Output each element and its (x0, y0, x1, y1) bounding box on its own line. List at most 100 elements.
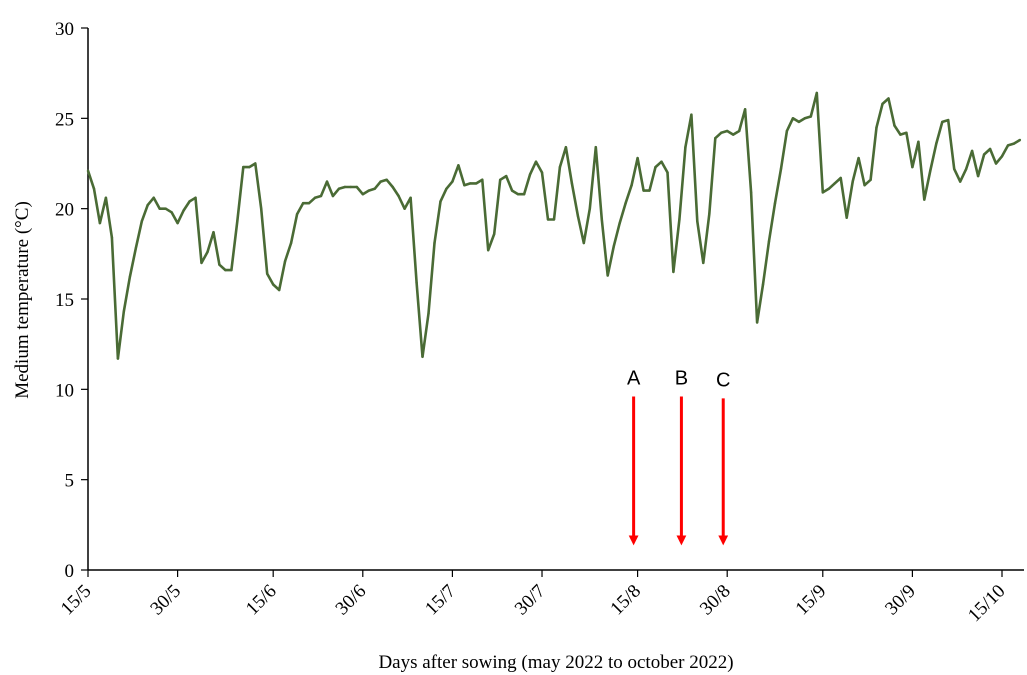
data-point (463, 184, 466, 187)
data-point (397, 194, 400, 198)
data-point (1012, 142, 1016, 145)
data-point (612, 245, 615, 248)
data-point (421, 355, 424, 358)
data-point (104, 196, 108, 199)
data-point (839, 176, 842, 180)
annotation-label-a: A (627, 368, 641, 390)
data-point (427, 312, 430, 315)
data-point (726, 129, 729, 133)
data-point (821, 191, 824, 194)
data-point (128, 276, 131, 279)
data-point (935, 142, 938, 145)
data-point (505, 174, 508, 178)
data-point (367, 189, 370, 192)
data-point (809, 115, 812, 118)
data-point (881, 102, 884, 106)
data-point (272, 283, 275, 286)
data-point (654, 165, 657, 169)
data-point (929, 169, 932, 172)
data-point (648, 189, 651, 192)
data-point (188, 200, 191, 203)
data-point (313, 196, 317, 199)
data-point (1000, 155, 1004, 158)
y-tick-label: 5 (65, 471, 75, 492)
data-point (546, 218, 550, 221)
data-point (749, 191, 753, 194)
data-point (887, 97, 890, 100)
data-point (254, 162, 257, 165)
data-point (833, 182, 836, 185)
data-point (493, 232, 496, 236)
data-point (122, 310, 126, 313)
data-point (487, 249, 490, 252)
y-tick-label: 25 (55, 109, 74, 130)
data-point (708, 212, 711, 216)
data-point (242, 165, 245, 169)
series-layer (86, 91, 1022, 360)
data-point (534, 160, 538, 163)
data-point (953, 167, 956, 171)
data-point (224, 268, 227, 272)
data-point (283, 259, 287, 263)
y-axis-ticks: 0 5 10 15 20 25 30 (55, 19, 88, 582)
data-point (98, 221, 102, 225)
data-point (917, 140, 920, 143)
data-point (146, 203, 149, 207)
data-point (481, 178, 484, 181)
data-point (982, 153, 986, 156)
data-point (158, 207, 161, 210)
data-point (170, 211, 173, 214)
data-point (743, 108, 747, 111)
data-point (194, 196, 197, 199)
annotation-label-b: B (675, 368, 688, 390)
data-point (624, 202, 627, 205)
data-point (110, 236, 114, 239)
data-point (522, 193, 526, 196)
data-point (911, 165, 914, 169)
x-tick-label: 30/8 (696, 581, 735, 620)
y-tick-label: 15 (55, 290, 74, 311)
x-tick-label: 15/7 (421, 581, 460, 620)
data-point (630, 184, 633, 187)
data-point (116, 357, 120, 360)
data-point (373, 187, 376, 190)
data-point (528, 173, 532, 176)
data-point (349, 185, 352, 189)
data-point (325, 180, 329, 183)
data-point (827, 187, 830, 190)
data-point (331, 194, 335, 198)
data-point (576, 214, 580, 218)
data-point (755, 321, 759, 324)
data-point (803, 117, 807, 120)
data-point (923, 198, 926, 201)
data-point (140, 220, 143, 223)
data-point (594, 146, 597, 149)
data-point (606, 274, 609, 277)
data-point (278, 288, 281, 292)
data-point (319, 194, 323, 198)
data-point (564, 146, 568, 149)
data-point (445, 187, 448, 190)
data-point (761, 283, 765, 286)
data-point (779, 167, 783, 171)
y-tick-label: 20 (55, 200, 74, 221)
x-tick-label: 15/6 (242, 581, 281, 620)
data-point (570, 182, 574, 185)
data-point (636, 156, 639, 160)
data-point (307, 202, 311, 205)
x-tick-label: 15/10 (964, 581, 1009, 626)
annotation-layer: A B C (627, 368, 730, 546)
data-point (266, 272, 269, 275)
data-point (767, 240, 771, 243)
data-point (875, 126, 878, 129)
data-point (1006, 144, 1010, 147)
data-point (714, 137, 717, 140)
data-point (558, 165, 562, 169)
x-tick-label: 30/7 (511, 581, 550, 620)
data-point (941, 120, 944, 124)
data-point (475, 182, 478, 185)
data-point (516, 193, 520, 196)
data-point (994, 162, 998, 165)
data-point (176, 221, 179, 225)
